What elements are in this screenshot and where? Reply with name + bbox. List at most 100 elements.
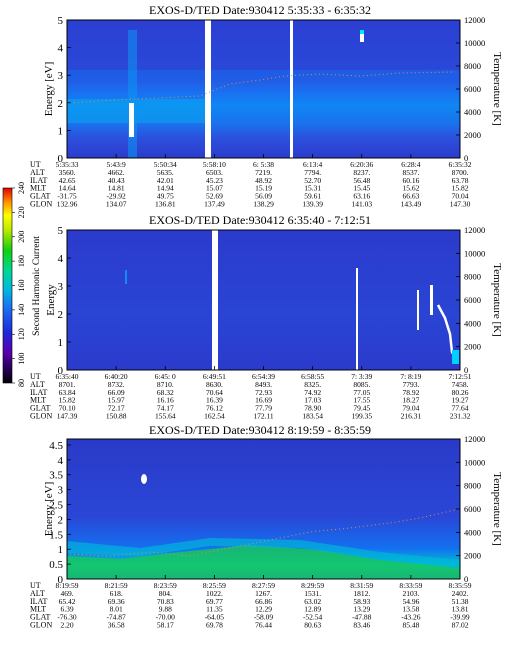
table-cell: 68.32 <box>157 388 174 397</box>
table-cell: 76.44 <box>255 621 272 630</box>
ytick-left-label: 4 <box>58 43 64 55</box>
table-cell: 8630. <box>206 380 223 389</box>
table-cell: 7794. <box>304 168 321 177</box>
table-row-label: MLT <box>30 396 46 405</box>
table-cell: 5:58:10 <box>203 160 226 169</box>
ytick-left-label: 4.5 <box>49 440 63 452</box>
panel-2-spectrogram <box>67 230 460 370</box>
ytick-right-label: 2000 <box>464 130 481 140</box>
ytick-left-label: 3.5 <box>49 470 63 482</box>
table-cell: 77.79 <box>255 404 272 413</box>
ytick-right-label: 6000 <box>464 504 481 514</box>
panel-2-gap <box>212 230 218 370</box>
table-cell: 8493. <box>255 380 272 389</box>
ytick-right-label: 0 <box>464 153 468 163</box>
table-cell: 14.94 <box>157 184 174 193</box>
table-cell: 80.26 <box>452 388 469 397</box>
table-cell: 78.90 <box>304 404 321 413</box>
table-cell: 8:29:59 <box>301 581 324 590</box>
colorbar-title: Second Harmonic Current <box>32 236 42 336</box>
panel-1-spot-2 <box>360 34 364 42</box>
table-cell: 66.09 <box>108 388 125 397</box>
table-row-label: ALT <box>30 168 45 177</box>
table-cell: 18.27 <box>402 396 419 405</box>
panel-2: EXOS-D/TED Date:930412 6:35:40 - 7:12:51… <box>30 213 503 421</box>
table-cell: 5:35:33 <box>56 160 79 169</box>
table-cell: 56.09 <box>255 192 272 201</box>
table-cell: 15.97 <box>108 396 125 405</box>
ytick-right-label: 0 <box>464 574 468 584</box>
table-cell: 8700. <box>452 168 469 177</box>
colorbar-tick-label: 140 <box>17 304 26 316</box>
table-cell: 6:35:40 <box>56 372 79 381</box>
panel-1: EXOS-D/TED Date:930412 5:35:33 - 6:35:32… <box>30 3 503 209</box>
table-cell: 5635. <box>157 168 174 177</box>
panel-3-ylabel-left: Energy [eV] <box>43 482 55 536</box>
table-cell: 8085. <box>353 380 370 389</box>
panel-2-xticks <box>66 366 461 370</box>
panel-2-cyan-patch <box>452 350 459 364</box>
panel-1-yticks-left: 0 1 2 3 4 5 <box>58 15 71 165</box>
panel-2-ephemeris-table: UTALTILATMLTGLATGLON6:35:408701.63.8415.… <box>30 372 472 421</box>
ytick-left-label: 2.5 <box>49 500 63 512</box>
table-cell: 3560. <box>59 168 76 177</box>
panel-2-streak-2 <box>417 290 419 330</box>
table-cell: 469. <box>60 589 73 598</box>
table-cell: -29.92 <box>106 192 126 201</box>
ytick-left-label: 3 <box>58 281 64 293</box>
table-cell: 8:35:59 <box>449 581 472 590</box>
panel-1-features <box>67 20 460 158</box>
table-cell: 15.82 <box>452 184 469 193</box>
table-cell: 147.39 <box>57 412 78 421</box>
table-row-label: UT <box>30 160 41 169</box>
table-cell: 172.11 <box>253 412 274 421</box>
table-row-label: GLAT <box>30 192 51 201</box>
ytick-right-label: 4000 <box>464 318 481 328</box>
ytick-left-label: 4 <box>58 253 64 265</box>
ytick-right-label: 4000 <box>464 107 481 117</box>
panel-2-features <box>125 230 460 370</box>
table-cell: 80.63 <box>304 621 321 630</box>
table-row-label: MLT <box>30 184 46 193</box>
colorbar-tick-label: 240 <box>17 182 26 194</box>
table-cell: 77.05 <box>353 388 370 397</box>
table-cell: 58.17 <box>157 621 174 630</box>
table-cell: 8:21:59 <box>105 581 128 590</box>
table-row-label: ILAT <box>30 597 47 606</box>
colorbar-gradient <box>2 187 13 384</box>
table-cell: 199.35 <box>351 412 372 421</box>
panel-3: EXOS-D/TED Date:930412 8:19:59 - 8:35:59… <box>30 423 503 630</box>
table-row-label: MLT <box>30 605 46 614</box>
table-cell: 63.84 <box>59 388 76 397</box>
colorbar-tick-label: 180 <box>17 255 26 267</box>
table-cell: 183.54 <box>302 412 323 421</box>
table-cell: 14.64 <box>59 184 76 193</box>
panel-3-features <box>67 474 460 579</box>
table-cell: 8237. <box>353 168 370 177</box>
colorbar-tick-label: 200 <box>17 231 26 243</box>
table-cell: 63.16 <box>353 192 370 201</box>
table-cell: 6:35:32 <box>449 160 472 169</box>
panel-3-teal-band <box>67 538 460 568</box>
table-cell: -52.54 <box>303 613 323 622</box>
table-cell: 8732. <box>108 380 125 389</box>
table-cell: 1022. <box>206 589 223 598</box>
table-cell: 15.31 <box>304 184 321 193</box>
table-cell: 52.69 <box>206 192 223 201</box>
table-cell: -64.05 <box>205 613 225 622</box>
table-cell: -76.30 <box>57 613 77 622</box>
colorbar-tick-label: 100 <box>17 353 26 365</box>
panel-2-title: EXOS-D/TED Date:930412 6:35:40 - 7:12:51 <box>149 213 371 227</box>
table-cell: 69.78 <box>206 621 223 630</box>
table-cell: 66.63 <box>402 192 419 201</box>
table-cell: 76.12 <box>206 404 223 413</box>
table-row-label: GLON <box>30 412 52 421</box>
table-cell: 6.39 <box>60 605 73 614</box>
table-cell: 618. <box>110 589 123 598</box>
panel-1-xticks <box>66 154 461 158</box>
table-cell: 6: 5:38 <box>253 160 274 169</box>
ytick-right-label: 8000 <box>464 272 481 282</box>
panel-1-ephemeris-table: UTALTILATMLTGLATGLON5:35:333560.42.6514.… <box>30 160 472 209</box>
ytick-left-label: 2 <box>58 514 64 526</box>
table-cell: 72.93 <box>255 388 272 397</box>
